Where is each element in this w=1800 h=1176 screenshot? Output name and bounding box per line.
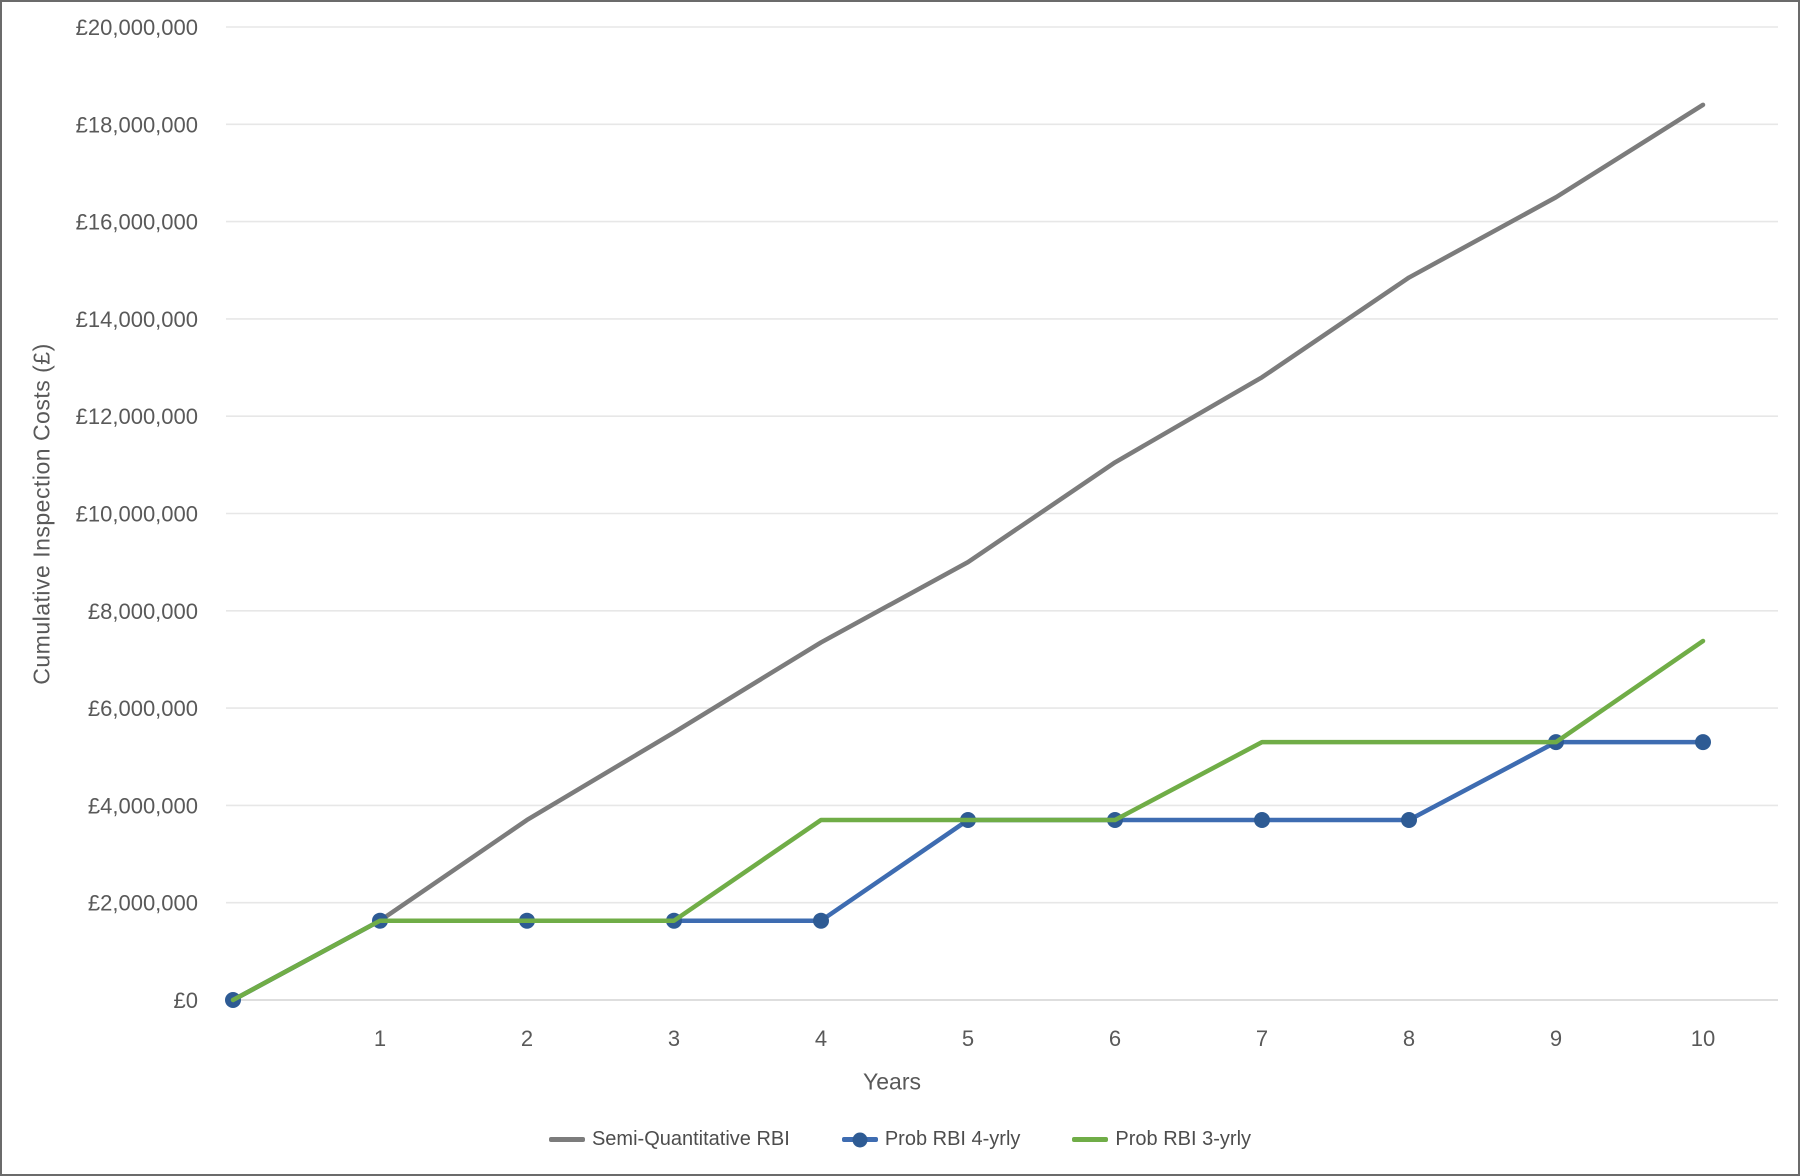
legend-item-prob-rbi-4-yrly: Prob RBI 4-yrly — [841, 1128, 1021, 1151]
legend-label: Prob RBI 3-yrly — [1115, 1128, 1252, 1150]
y-tick-label: £0 — [174, 988, 198, 1013]
legend-marker-dot-icon — [852, 1132, 868, 1147]
legend-item-semi-quantitative-rbi: Semi-Quantitative RBI — [548, 1128, 790, 1151]
legend-line-swatch-blue — [841, 1132, 878, 1147]
legend-label: Prob RBI 4-yrly — [884, 1128, 1021, 1150]
x-tick-label: 3 — [668, 1026, 680, 1051]
y-tick-label: £4,000,000 — [88, 793, 198, 818]
y-tick-label: £20,000,000 — [76, 15, 198, 40]
y-tick-label: £12,000,000 — [76, 404, 198, 429]
y-tick-label: £16,000,000 — [76, 210, 198, 235]
x-tick-label: 7 — [1256, 1026, 1268, 1051]
y-tick-label: £18,000,000 — [76, 112, 198, 137]
y-axis-title: Cumulative Inspection Costs (£) — [28, 343, 55, 685]
legend-line-swatch-gray — [548, 1137, 585, 1142]
x-tick-label: 9 — [1550, 1026, 1562, 1051]
y-tick-label: £10,000,000 — [76, 502, 198, 527]
series-marker-prob-rbi-4-yrly — [1695, 734, 1711, 751]
series-marker-prob-rbi-4-yrly — [813, 912, 829, 929]
x-tick-label: 6 — [1109, 1026, 1121, 1051]
y-tick-label: £8,000,000 — [88, 599, 198, 624]
series-marker-prob-rbi-4-yrly — [1401, 811, 1417, 828]
x-tick-label: 10 — [1691, 1026, 1715, 1051]
x-tick-label: 2 — [521, 1026, 533, 1051]
x-tick-label: 4 — [815, 1026, 827, 1051]
legend: Semi-Quantitative RBI Prob RBI 4-yrly Pr… — [2, 1128, 1798, 1151]
y-tick-label: £6,000,000 — [88, 696, 198, 721]
series-line-prob-rbi-3-yrly — [230, 638, 1706, 1003]
y-tick-label: £2,000,000 — [88, 891, 198, 916]
x-tick-label: 8 — [1403, 1026, 1415, 1051]
y-tick-label: £14,000,000 — [76, 307, 198, 332]
x-axis-title: Years — [863, 1068, 921, 1095]
legend-line-swatch-green — [1072, 1137, 1109, 1142]
x-tick-label: 5 — [962, 1026, 974, 1051]
x-tick-label: 1 — [374, 1026, 386, 1051]
series-marker-prob-rbi-4-yrly — [1254, 811, 1270, 828]
legend-item-prob-rbi-3-yrly: Prob RBI 3-yrly — [1072, 1128, 1251, 1151]
series-line-semi-quantitative-rbi — [230, 102, 1706, 1003]
legend-label: Semi-Quantitative RBI — [591, 1128, 790, 1150]
